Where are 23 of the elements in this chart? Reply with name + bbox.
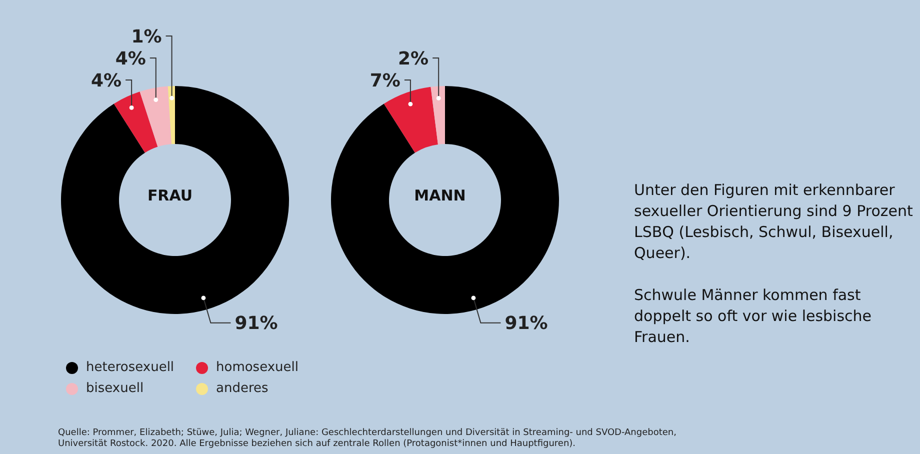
legend-label: homosexuell (216, 360, 299, 375)
donut-slice (61, 86, 289, 314)
text: MANN (414, 186, 466, 204)
donut-slice (331, 86, 559, 314)
text: Unter den Figuren mit erkennbarer sexueller Orientierung sind 9 Prozent LSBQ (Lesbisch, Schwul, Bisexuell, Queer). (634, 180, 914, 264)
legend-label: bisexuell (86, 381, 144, 396)
donut-slice (140, 86, 172, 147)
data-label: 2% (398, 48, 429, 70)
data-label: 4% (115, 48, 146, 70)
source-note: Quelle: Prommer, Elizabeth; Stüwe, Julia; Wegner, Juliane: Geschlechterdarstellungen und Diversität in Streaming- und SVOD-Angeboten, Universität Rostock. 2020. Alle Ergebnisse beziehen sich auf zentrale Rollen (Protagonist*innen und Hauptfiguren). (58, 428, 678, 450)
donut-slice (168, 86, 175, 144)
text: Schwule Männer kommen fast doppelt so oft vor wie lesbische Frauen. (634, 285, 873, 348)
text: FRAU (147, 186, 193, 204)
data-label: 7% (370, 70, 400, 92)
donut-slice (430, 86, 445, 144)
data-label: 1% (131, 26, 162, 48)
donut-slice (384, 86, 438, 153)
legend-label: anderes (216, 381, 268, 396)
legend-label: heterosexuell (86, 360, 174, 375)
data-label: 91% (504, 313, 548, 334)
donut-slice (114, 92, 158, 153)
data-label: 91% (234, 313, 278, 334)
data-label: 4% (91, 70, 122, 92)
